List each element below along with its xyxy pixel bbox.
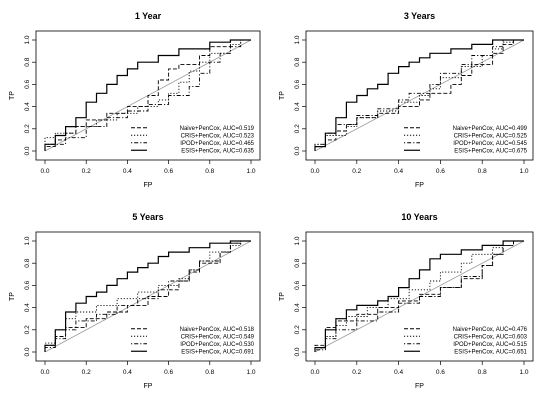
legend-entry: ESIS+PenCox, AUC=0.675: [454, 148, 527, 154]
roc-curve-series-4: [314, 240, 524, 352]
y-tick-label: 0.2: [294, 124, 301, 133]
legend-entry: CRIS+PenCox, AUC=0.549: [181, 334, 255, 340]
x-axis-label: FP: [144, 182, 153, 189]
legend-entry: Naive+PenCox, AUC=0.519: [180, 126, 255, 132]
y-tick-label: 1.0: [294, 35, 301, 44]
y-tick-label: 1.0: [24, 35, 31, 44]
panel-title: 10 Years: [401, 212, 437, 222]
panel-title: 3 Years: [404, 11, 435, 21]
x-tick-label: 0.6: [164, 168, 173, 175]
x-tick-label: 0.0: [310, 168, 319, 175]
x-tick-label: 0.2: [82, 168, 91, 175]
y-tick-label: 0.4: [294, 303, 301, 312]
roc-panel-4: 10 Years 0.0 0.2 0.4 0.6 0.8 1.0 0.0 0.2 0.4 0.6 0.…: [279, 212, 534, 390]
panel-title: 5 Years: [132, 212, 163, 222]
plot-frame: [305, 231, 534, 362]
legend-entry: Naive+PenCox, AUC=0.499: [453, 126, 528, 132]
legend-entry: ESIS+PenCox, AUC=0.691: [181, 349, 254, 355]
x-tick-label: 0.2: [352, 168, 361, 175]
legend-entry: IPOD+PenCox, AUC=0.465: [180, 141, 254, 147]
y-tick-label: 0.6: [24, 80, 31, 89]
y-tick-label: 0.6: [294, 281, 301, 290]
legend-entry: ESIS+PenCox, AUC=0.651: [454, 349, 527, 355]
y-tick-label: 0.4: [294, 102, 301, 111]
panel-title: 1 Year: [135, 11, 162, 21]
roc-panel-3: 5 Years 0.0 0.2 0.4 0.6 0.8 1.0 0.0 0.2 0.4 0.6 0.8…: [9, 212, 261, 390]
x-tick-label: 0.8: [205, 168, 214, 175]
roc-curve-series-4: [314, 39, 524, 151]
x-axis-label: FP: [144, 383, 153, 390]
legend-entry: CRIS+PenCox, AUC=0.603: [454, 334, 528, 340]
y-axis-label: TP: [9, 91, 16, 100]
y-axis-label: TP: [9, 292, 16, 301]
x-axis-label: FP: [415, 182, 424, 189]
x-tick-label: 0.0: [40, 168, 49, 175]
x-tick-label: 0.2: [352, 369, 361, 376]
y-tick-label: 0.4: [24, 303, 31, 312]
x-tick-label: 1.0: [519, 168, 528, 175]
roc-panel-2: 3 Years 0.0 0.2 0.4 0.6 0.8 1.0 0.0 0.2 0.4 0.6 0.8…: [279, 11, 534, 189]
roc-curve-series-3: [44, 240, 251, 352]
legend-entry: CRIS+PenCox, AUC=0.523: [181, 133, 255, 139]
roc-curve-series-2: [44, 39, 251, 151]
roc-curve-series-3: [314, 240, 524, 352]
y-tick-label: 0.8: [24, 258, 31, 267]
legend-entry: IPOD+PenCox, AUC=0.515: [453, 342, 527, 348]
plot-frame: [35, 231, 261, 362]
y-tick-label: 0.2: [24, 325, 31, 334]
y-tick-label: 0.0: [24, 347, 31, 356]
x-tick-label: 0.4: [123, 369, 132, 376]
x-tick-label: 0.4: [394, 369, 403, 376]
legend-entry: IPOD+PenCox, AUC=0.545: [453, 141, 527, 147]
x-axis-label: FP: [415, 383, 424, 390]
roc-curve-series-4: [44, 240, 251, 352]
y-tick-label: 0.0: [24, 146, 31, 155]
x-tick-label: 0.4: [123, 168, 132, 175]
plot-frame: [305, 30, 534, 161]
x-tick-label: 1.0: [519, 369, 528, 376]
y-tick-label: 0.6: [24, 281, 31, 290]
x-tick-label: 0.6: [436, 369, 445, 376]
roc-panel-1: 1 Year 0.0 0.2 0.4 0.6 0.8 1.0 0.0 0.2 0.4 0.6 0.8 1…: [9, 11, 261, 189]
y-tick-label: 0.4: [24, 102, 31, 111]
y-axis-label: TP: [279, 91, 286, 100]
y-tick-label: 0.2: [24, 124, 31, 133]
roc-curve-series-3: [44, 39, 251, 151]
y-tick-label: 0.8: [294, 258, 301, 267]
y-axis-label: TP: [279, 292, 286, 301]
x-tick-label: 0.2: [82, 369, 91, 376]
x-tick-label: 0.8: [478, 168, 487, 175]
y-tick-label: 0.2: [294, 325, 301, 334]
x-tick-label: 0.8: [205, 369, 214, 376]
x-tick-label: 0.8: [478, 369, 487, 376]
y-tick-label: 0.8: [24, 57, 31, 66]
x-tick-label: 0.4: [394, 168, 403, 175]
x-tick-label: 1.0: [246, 369, 255, 376]
x-tick-label: 0.6: [164, 369, 173, 376]
legend-entry: IPOD+PenCox, AUC=0.530: [180, 342, 254, 348]
x-tick-label: 0.6: [436, 168, 445, 175]
x-tick-label: 0.0: [40, 369, 49, 376]
legend-entry: Naive+PenCox, AUC=0.518: [180, 327, 255, 333]
y-tick-label: 0.8: [294, 57, 301, 66]
y-tick-label: 1.0: [294, 236, 301, 245]
y-tick-label: 0.0: [294, 347, 301, 356]
legend-entry: Naive+PenCox, AUC=0.476: [453, 327, 528, 333]
plot-frame: [35, 30, 261, 161]
legend-entry: ESIS+PenCox, AUC=0.635: [181, 148, 254, 154]
y-tick-label: 1.0: [24, 236, 31, 245]
y-tick-label: 0.0: [294, 146, 301, 155]
y-tick-label: 0.6: [294, 80, 301, 89]
x-tick-label: 0.0: [310, 369, 319, 376]
legend-entry: CRIS+PenCox, AUC=0.525: [454, 133, 528, 139]
x-tick-label: 1.0: [246, 168, 255, 175]
roc-curve-series-2: [314, 39, 524, 151]
roc-curve-series-4: [44, 39, 251, 151]
